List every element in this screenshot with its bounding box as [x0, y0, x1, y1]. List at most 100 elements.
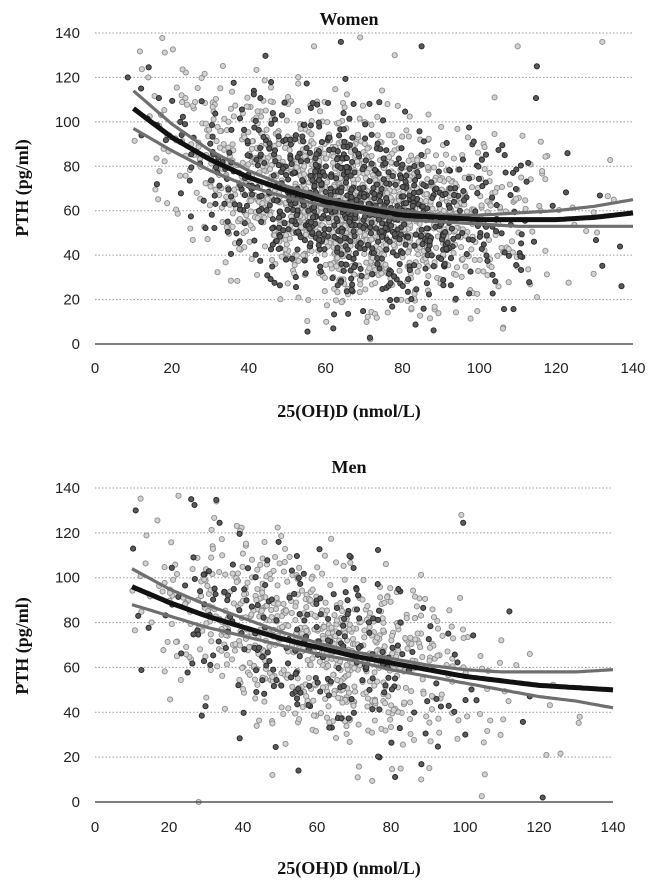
- women-light-point: [408, 305, 415, 312]
- women-dark-point: [411, 262, 418, 269]
- women-dark-point: [376, 192, 383, 199]
- men-light-point: [361, 634, 368, 641]
- men-dark-point: [473, 697, 480, 704]
- women-light-point: [324, 179, 331, 186]
- women-dark-point: [299, 177, 306, 184]
- women-dark-point: [441, 260, 448, 268]
- women-dark-point: [422, 265, 429, 272]
- women-dark-point: [155, 95, 162, 102]
- men-light-point: [428, 692, 435, 700]
- women-light-point: [248, 145, 256, 152]
- women-dark-point: [413, 286, 420, 293]
- women-dark-point: [479, 183, 486, 190]
- women-light-point: [468, 246, 475, 253]
- women-light-point: [225, 144, 232, 151]
- women-dark-point: [489, 290, 496, 297]
- men-light-point: [168, 539, 175, 546]
- women-light-point: [243, 103, 250, 110]
- men-light-point: [327, 581, 334, 589]
- men-light-point: [257, 561, 264, 568]
- men-light-point: [148, 619, 155, 626]
- women-light-point: [295, 294, 302, 301]
- women-dark-point: [305, 207, 312, 214]
- women-dark-point: [446, 166, 453, 174]
- women-dark-point: [338, 260, 345, 267]
- women-dark-point: [224, 218, 231, 225]
- women-dark-point: [405, 276, 412, 283]
- women-dark-point: [208, 211, 215, 218]
- men-light-point: [173, 571, 181, 578]
- men-light-point: [219, 552, 226, 559]
- women-dark-point: [292, 200, 299, 207]
- men-dark-point: [353, 606, 361, 613]
- women-light-point: [391, 52, 398, 59]
- women-dark-point: [518, 231, 525, 238]
- men-light-point: [326, 719, 333, 726]
- men-light-point: [272, 553, 279, 561]
- men-light-point: [406, 716, 414, 723]
- men-light-point: [173, 653, 180, 660]
- women-dark-point: [411, 162, 418, 170]
- men-dark-point: [168, 564, 175, 571]
- men-light-point: [407, 730, 414, 738]
- men-dark-point: [236, 607, 243, 614]
- women-dark-point: [251, 124, 258, 131]
- women-dark-point: [233, 230, 240, 237]
- women-dark-point: [348, 275, 355, 282]
- women-dark-point: [303, 80, 310, 87]
- women-light-point: [512, 195, 520, 202]
- men-dark-point: [241, 646, 248, 653]
- women-light-point: [487, 202, 494, 209]
- women-dark-point: [404, 288, 411, 295]
- women-dark-point: [188, 164, 195, 171]
- men-x-tick-label: 60: [309, 819, 326, 836]
- men-light-point: [254, 566, 261, 573]
- women-dark-point: [385, 169, 392, 176]
- women-dark-point: [429, 194, 436, 202]
- men-dark-point: [132, 507, 139, 514]
- women-dark-point: [446, 204, 453, 211]
- women-light-point: [354, 176, 361, 183]
- women-dark-point: [447, 282, 454, 289]
- men-light-point: [330, 671, 337, 678]
- women-dark-point: [262, 52, 269, 59]
- men-x-tick-label: 0: [91, 819, 99, 836]
- women-light-point: [253, 66, 260, 73]
- men-dark-point: [355, 592, 362, 599]
- women-light-point: [468, 184, 476, 191]
- women-y-tick-label: 100: [55, 114, 80, 131]
- men-light-point: [426, 719, 433, 726]
- women-dark-point: [304, 328, 311, 335]
- women-light-point: [514, 43, 521, 50]
- women-dark-point: [301, 121, 308, 128]
- women-light-point: [432, 152, 440, 159]
- women-light-point: [529, 228, 536, 235]
- women-light-point: [372, 279, 379, 287]
- women-ci-lower-curve: [132, 127, 633, 228]
- women-dark-point: [387, 222, 395, 229]
- women-dark-point: [269, 263, 276, 270]
- men-light-point: [268, 613, 275, 621]
- men-dark-point: [375, 753, 382, 760]
- men-dark-point: [253, 667, 260, 674]
- women-dark-point: [380, 155, 387, 162]
- men-light-point: [292, 617, 299, 624]
- men-light-point: [160, 647, 167, 654]
- men-dark-point: [382, 682, 389, 689]
- men-light-point: [280, 710, 287, 718]
- women-light-point: [458, 273, 465, 280]
- women-dark-point: [513, 262, 520, 269]
- women-dark-point: [366, 178, 373, 185]
- women-light-point: [286, 235, 293, 242]
- men-light-point: [168, 621, 175, 628]
- women-dark-point: [327, 173, 335, 180]
- women-dark-point: [430, 263, 437, 270]
- women-dark-point: [395, 155, 402, 162]
- women-light-point: [403, 127, 410, 134]
- women-light-point: [291, 262, 298, 269]
- men-light-point: [387, 585, 394, 592]
- women-light-point: [269, 256, 276, 264]
- men-dark-point: [376, 706, 383, 713]
- men-y-tick-label: 120: [55, 525, 80, 542]
- men-dark-point: [409, 648, 416, 656]
